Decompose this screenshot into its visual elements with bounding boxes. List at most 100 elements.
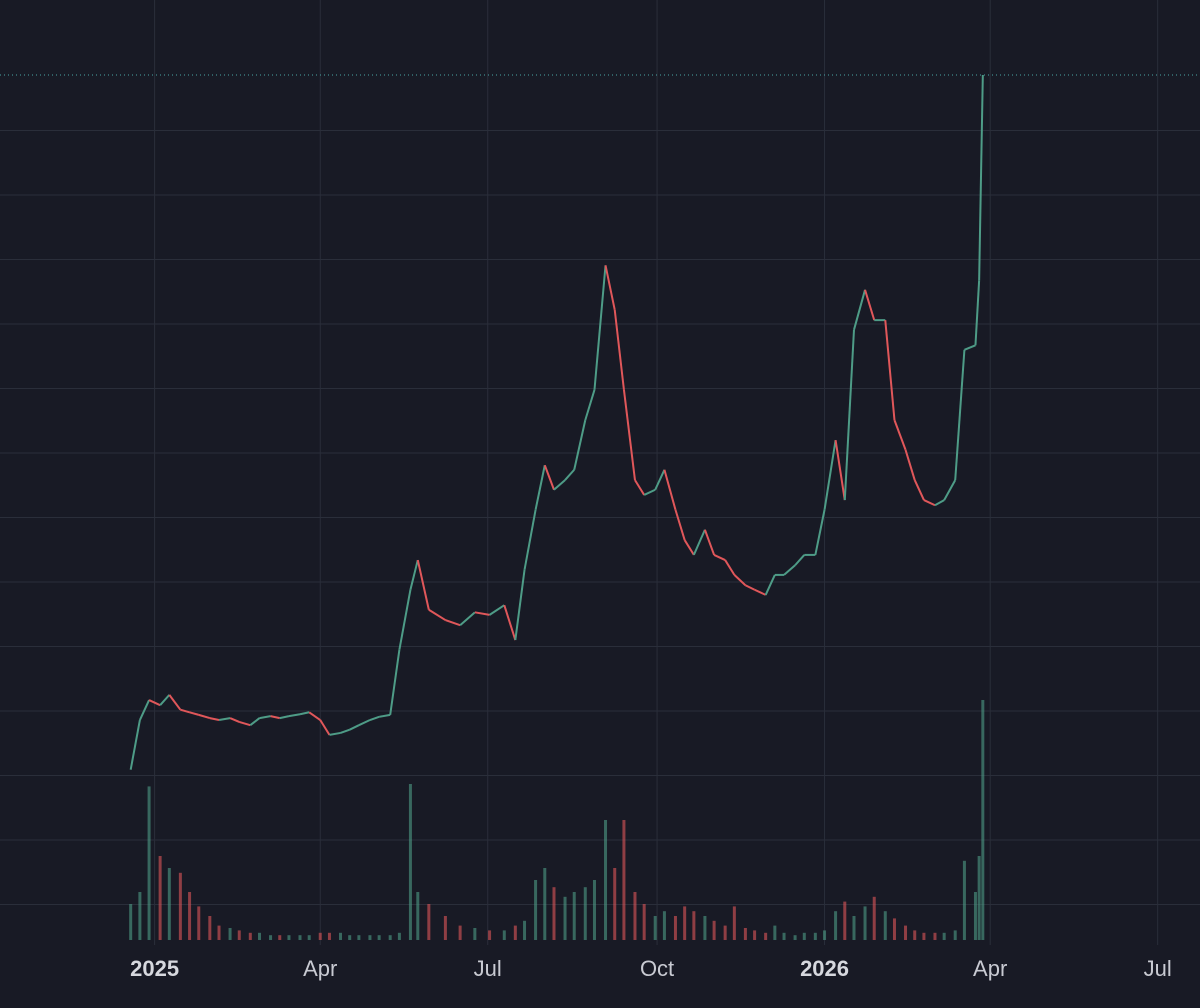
volume-bar xyxy=(188,892,192,940)
price-segment xyxy=(814,509,826,556)
volume-bar xyxy=(743,928,747,940)
price-segment xyxy=(794,554,806,566)
price-segment xyxy=(168,694,182,711)
price-segment xyxy=(978,75,984,281)
volume-bar xyxy=(147,786,151,940)
price-segment xyxy=(663,469,677,511)
price-segment xyxy=(683,539,695,556)
price-segment xyxy=(489,604,505,616)
volume-bar xyxy=(278,935,282,940)
volume-bar xyxy=(922,932,926,940)
price-segment xyxy=(904,449,916,481)
volume-bar xyxy=(642,904,646,940)
volume-bar xyxy=(298,935,302,940)
price-segment xyxy=(654,469,666,491)
volume-bar xyxy=(782,932,786,940)
volume-bar xyxy=(892,918,896,940)
price-segment xyxy=(943,479,957,501)
price-segment xyxy=(733,574,747,586)
price-segment xyxy=(270,715,280,720)
price-segment xyxy=(416,559,430,610)
price-segment xyxy=(389,649,401,716)
volume-bar xyxy=(981,700,985,940)
price-segment xyxy=(913,479,925,501)
price-segment xyxy=(783,564,796,576)
price-segment xyxy=(703,529,716,556)
price-segment xyxy=(180,708,190,714)
volume-bar xyxy=(258,932,262,940)
price-segment xyxy=(573,419,587,470)
volume-bar xyxy=(692,911,696,940)
volume-bar xyxy=(543,868,547,940)
volume-bar xyxy=(458,925,462,940)
price-segment xyxy=(198,713,211,720)
x-tick-label: Jul xyxy=(1144,956,1172,981)
volume-bar xyxy=(388,935,392,940)
volume-bar xyxy=(723,925,727,940)
volume-bar xyxy=(348,935,352,940)
volume-bar xyxy=(416,892,420,940)
volume-bar xyxy=(287,935,291,940)
price-segment xyxy=(692,529,706,556)
x-tick-label: Apr xyxy=(973,956,1007,981)
price-segment xyxy=(129,719,141,770)
volume-bar xyxy=(318,932,322,940)
volume-bar xyxy=(904,925,908,940)
price-segment xyxy=(853,289,866,331)
price-segment xyxy=(974,280,981,346)
volume-bar xyxy=(502,930,506,940)
x-tick-label: 2025 xyxy=(130,956,179,981)
volume-bar xyxy=(653,916,657,940)
volume-bar xyxy=(802,932,806,940)
volume-bar xyxy=(764,932,768,940)
x-tick-label: Oct xyxy=(640,956,674,981)
volume-bar xyxy=(813,932,817,940)
price-segment xyxy=(613,309,625,390)
price-segment xyxy=(764,574,776,596)
volume-bar xyxy=(823,930,827,940)
volume-bar xyxy=(129,904,133,940)
price-segment xyxy=(713,554,726,561)
volume-bar xyxy=(622,820,626,940)
price-segment xyxy=(593,265,607,390)
price-segment xyxy=(445,619,461,627)
price-segment xyxy=(279,715,290,720)
price-segment xyxy=(398,589,412,650)
volume-bar xyxy=(703,916,707,940)
volume-bar xyxy=(872,896,876,940)
price-segment xyxy=(409,559,419,590)
price-segment xyxy=(474,611,490,616)
price-segment xyxy=(229,717,240,723)
volume-bar xyxy=(843,901,847,940)
price-segment xyxy=(634,479,646,496)
price-segment xyxy=(369,715,380,721)
volume-bar xyxy=(712,920,716,940)
volume-bar xyxy=(357,935,361,940)
price-segment xyxy=(238,721,251,727)
price-segment xyxy=(148,699,161,707)
volume-bar xyxy=(237,930,241,940)
volume-bar xyxy=(248,932,252,940)
price-segment xyxy=(553,479,566,491)
volume-bar xyxy=(552,887,556,940)
price-segment xyxy=(189,711,200,716)
price-segment xyxy=(319,719,331,736)
volume-bar xyxy=(269,935,273,940)
price-segment xyxy=(964,344,976,351)
price-segment xyxy=(514,569,526,641)
price-segment xyxy=(259,715,271,720)
volume-bar xyxy=(197,906,201,940)
volume-bar xyxy=(377,935,381,940)
x-tick-label: 2026 xyxy=(800,956,849,981)
volume-bar xyxy=(443,916,447,940)
volume-bar xyxy=(953,930,957,940)
price-segment xyxy=(934,499,945,507)
volume-bar xyxy=(942,932,946,940)
volume-bar xyxy=(327,932,331,940)
price-segment xyxy=(378,713,391,718)
price-segment xyxy=(643,488,656,496)
volume-bar xyxy=(228,928,232,940)
price-segment xyxy=(159,694,171,706)
volume-bar xyxy=(933,932,937,940)
volume-bar xyxy=(604,820,608,940)
